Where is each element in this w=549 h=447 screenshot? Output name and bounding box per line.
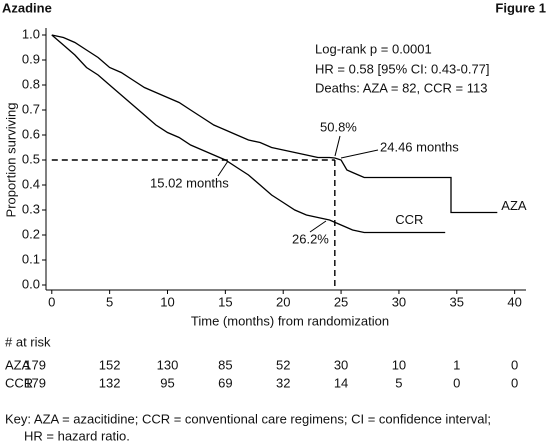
y-tick-label: 0.7 bbox=[22, 101, 40, 116]
at-risk-label: AZA bbox=[5, 357, 31, 372]
x-tick-label: 30 bbox=[392, 294, 406, 309]
series-label: AZA bbox=[501, 198, 527, 213]
at-risk-count: 132 bbox=[99, 375, 121, 390]
at-risk-count: 0 bbox=[511, 357, 518, 372]
y-tick-label: 0.2 bbox=[22, 226, 40, 241]
survival-curve bbox=[51, 34, 446, 234]
footnote: Key: AZA = azacitidine; CCR = convention… bbox=[5, 411, 491, 426]
stats: HR = 0.58 [95% CI: 0.43-0.77] bbox=[315, 61, 490, 76]
at-risk-count: 85 bbox=[218, 357, 232, 372]
leader-line bbox=[309, 220, 327, 233]
at-risk-count: 179 bbox=[24, 357, 46, 372]
x-tick-label: 35 bbox=[450, 294, 464, 309]
y-tick-label: 0.6 bbox=[22, 126, 40, 141]
y-tick-label: 0.9 bbox=[22, 51, 40, 66]
stats: Deaths: AZA = 82, CCR = 113 bbox=[315, 80, 487, 95]
stats: Log-rank p = 0.0001 bbox=[315, 41, 432, 56]
annotation: 26.2% bbox=[292, 231, 329, 246]
x-tick-label: 5 bbox=[106, 294, 113, 309]
leader-line bbox=[340, 149, 379, 159]
y-tick-label: 0.4 bbox=[22, 176, 40, 191]
at-risk-label: CCR bbox=[5, 375, 33, 390]
leader-line bbox=[217, 160, 229, 177]
header-title: Azadine bbox=[2, 0, 52, 15]
y-tick-label: 0.3 bbox=[22, 201, 40, 216]
x-tick-label: 20 bbox=[276, 294, 290, 309]
series-label: CCR bbox=[395, 212, 423, 227]
at-risk-count: 14 bbox=[334, 375, 348, 390]
y-tick-label: 0.1 bbox=[22, 251, 40, 266]
x-tick-label: 15 bbox=[218, 294, 232, 309]
at-risk-count: 95 bbox=[160, 375, 174, 390]
at-risk-count: 52 bbox=[276, 357, 290, 372]
at-risk-count: 1 bbox=[453, 357, 460, 372]
annotation: 50.8% bbox=[320, 119, 357, 134]
x-tick-label: 10 bbox=[160, 294, 174, 309]
figure-label: Figure 1 bbox=[495, 0, 546, 15]
x-tick-label: 40 bbox=[507, 294, 521, 309]
annotation: 15.02 months bbox=[150, 175, 229, 190]
y-tick-label: 1.0 bbox=[22, 26, 40, 41]
y-tick-label: 0.0 bbox=[22, 276, 40, 291]
leader-line bbox=[334, 135, 341, 157]
at-risk-count: 69 bbox=[218, 375, 232, 390]
at-risk-count: 0 bbox=[453, 375, 460, 390]
at-risk-count: 32 bbox=[276, 375, 290, 390]
at-risk-count: 179 bbox=[24, 375, 46, 390]
x-tick-label: 25 bbox=[334, 294, 348, 309]
annotation: 24.46 months bbox=[380, 139, 459, 154]
y-tick-label: 0.5 bbox=[22, 151, 40, 166]
x-axis-label: Time (months) from randomization bbox=[191, 313, 389, 328]
at-risk-count: 152 bbox=[99, 357, 121, 372]
at-risk-count: 130 bbox=[157, 357, 179, 372]
at-risk-count: 0 bbox=[511, 375, 518, 390]
at-risk-count: 10 bbox=[392, 357, 406, 372]
survival-curve bbox=[51, 34, 498, 214]
x-tick-label: 0 bbox=[48, 294, 55, 309]
footnote: HR = hazard ratio. bbox=[24, 428, 130, 443]
at-risk-count: 30 bbox=[334, 357, 348, 372]
at-risk-title: # at risk bbox=[5, 334, 51, 349]
at-risk-count: 5 bbox=[395, 375, 402, 390]
y-tick-label: 0.8 bbox=[22, 76, 40, 91]
y-axis-label: Proportion surviving bbox=[3, 103, 18, 218]
